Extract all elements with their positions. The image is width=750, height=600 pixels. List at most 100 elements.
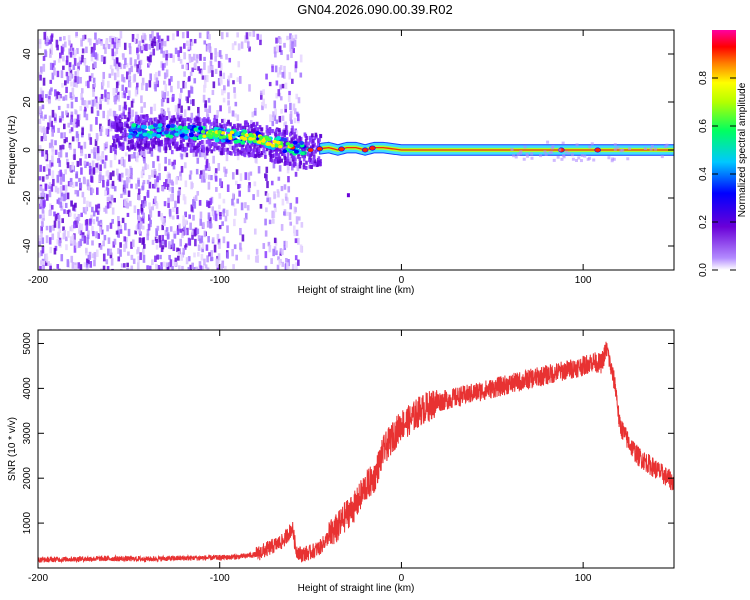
spectrogram-cell xyxy=(180,139,183,144)
spectrogram-cell xyxy=(310,135,314,140)
spectrogram-cell xyxy=(188,132,194,137)
spectrogram-cell xyxy=(225,154,229,162)
spectrogram-cell xyxy=(293,231,297,237)
spectrogram-cell xyxy=(91,99,95,107)
spectrogram-cell xyxy=(254,156,258,163)
spectrogram-cell xyxy=(148,59,151,66)
spectrogram-cell xyxy=(293,225,296,234)
spectrogram-cell xyxy=(104,205,108,214)
spectrogram-cell xyxy=(111,124,114,129)
spectrogram-cell xyxy=(208,120,211,125)
spectrogram-cell xyxy=(88,153,91,159)
spectrogram-cell xyxy=(183,109,187,117)
spectrogram-cell xyxy=(97,232,101,239)
spectrogram-cell xyxy=(85,113,89,121)
spectrogram-cell xyxy=(99,123,102,132)
spectrogram-cell xyxy=(162,92,166,98)
spectrogram-cell xyxy=(228,57,232,63)
spectrogram-cell xyxy=(120,122,123,127)
snr-xtick-label: -100 xyxy=(210,573,230,584)
spectrogram-cell xyxy=(269,157,273,162)
spectrogram-cell xyxy=(256,150,259,155)
spectrogram-cell xyxy=(56,174,60,183)
spectrogram-cell xyxy=(151,132,157,137)
spectrogram-cell xyxy=(280,158,284,163)
spectrogram-cell xyxy=(211,206,215,212)
spectrogram-cell xyxy=(277,133,280,138)
spectrogram-cell xyxy=(117,126,121,131)
spectrogram-cell xyxy=(40,136,44,142)
spectrogram-cell xyxy=(42,264,45,270)
spectrogram-cell xyxy=(96,145,100,154)
spectrogram-cell xyxy=(60,70,64,79)
spectrogram-cell xyxy=(224,265,227,270)
spectrogram-cell xyxy=(134,117,138,122)
spectrogram-cell xyxy=(91,52,94,57)
spectrogram-xtick-label: -100 xyxy=(210,275,230,286)
spectrogram-cell xyxy=(166,183,170,190)
spectrogram-cell xyxy=(175,207,179,215)
spectrogram-cell xyxy=(70,255,74,263)
spectrogram-cell xyxy=(173,159,176,165)
spectrogram-cell xyxy=(80,93,83,101)
spectrogram-cell xyxy=(137,179,140,187)
spectrogram-cell xyxy=(127,177,131,183)
spectrogram-cell xyxy=(163,201,167,207)
spectrogram-cell xyxy=(43,127,46,136)
spectrogram-cell xyxy=(219,105,222,112)
spectrogram-cell xyxy=(167,136,170,141)
spectrogram-cell xyxy=(103,161,107,169)
spectrogram-cell xyxy=(114,149,117,156)
spectrogram-cell xyxy=(174,257,178,262)
spectrogram-cell xyxy=(167,111,171,119)
spectrogram-cell xyxy=(183,71,186,77)
spectrogram-cell xyxy=(279,149,282,154)
spectrogram-cell xyxy=(171,186,174,194)
spectrogram-cell xyxy=(125,135,129,143)
spectrogram-cell xyxy=(217,78,221,86)
spectrogram-cell xyxy=(276,189,280,194)
spectrogram-cell xyxy=(188,57,192,63)
spectrogram-cell xyxy=(59,52,62,59)
spectrogram-cell xyxy=(309,153,313,158)
spectrogram-cell xyxy=(99,128,103,137)
spectrogram-cell xyxy=(109,108,112,117)
spectrogram-cell xyxy=(156,225,160,231)
spectrogram-cell xyxy=(224,170,227,177)
spectrogram-cell xyxy=(130,265,134,270)
spectrogram-cell xyxy=(310,160,314,165)
spectrogram-cell xyxy=(196,190,200,196)
spectrogram-cell xyxy=(233,93,237,99)
spectrogram-cell xyxy=(158,235,162,243)
spectrogram-cell xyxy=(126,202,130,209)
spectrogram-cell xyxy=(207,97,211,103)
spectrogram-cell xyxy=(274,134,278,139)
spectrogram-cell xyxy=(49,265,52,270)
spectrogram-cell xyxy=(161,117,164,122)
spectrogram-cell xyxy=(196,148,199,153)
spectrogram-cell xyxy=(46,126,49,134)
spectrogram-cell xyxy=(56,264,60,269)
spectrogram-cell xyxy=(227,92,230,100)
spectrogram-cell xyxy=(203,175,206,183)
spectrogram-cell xyxy=(126,145,130,150)
spectrogram-cell xyxy=(74,110,78,115)
spectrogram-cell xyxy=(196,133,200,138)
spectrogram-cell xyxy=(114,144,118,149)
spectrogram-cell xyxy=(45,40,49,47)
spectrogram-cell xyxy=(188,214,191,219)
spectrogram-cell xyxy=(282,142,285,147)
spectrogram-cell xyxy=(48,189,52,198)
spectrogram-cell xyxy=(64,94,68,101)
spectrogram-cell xyxy=(612,157,616,161)
spectrogram-cell xyxy=(196,121,200,126)
spectrogram-cell xyxy=(42,200,46,209)
spectrogram-cell xyxy=(281,146,284,151)
spectrogram-cell xyxy=(170,76,173,82)
spectrogram-cell xyxy=(135,115,138,120)
spectrogram-cell xyxy=(195,59,199,64)
colorbar-label: Normalized spectral amplitude xyxy=(737,82,748,217)
spectrogram-cell xyxy=(512,154,516,158)
spectrogram-cell xyxy=(128,154,131,162)
